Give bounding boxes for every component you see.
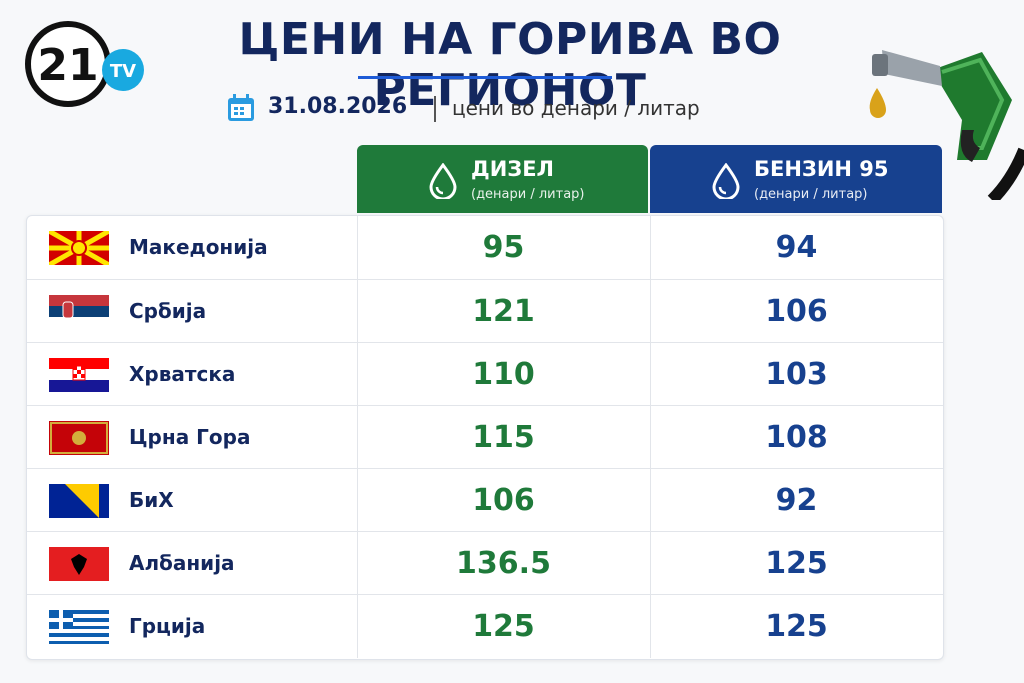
price: 108 (765, 420, 828, 455)
column-divider (650, 280, 651, 343)
flag (49, 610, 109, 644)
logo-text: 21 (37, 40, 98, 91)
flag (49, 358, 109, 392)
flag-shape (49, 358, 109, 370)
country: Албанија (129, 551, 235, 575)
table-row: Хрватска 110 103 (27, 342, 943, 406)
column-divider (650, 343, 651, 406)
flag-shape (49, 380, 109, 392)
price: 125 (472, 609, 535, 644)
flag-shape (71, 240, 87, 256)
flag-shape (49, 637, 109, 641)
price: 110 (472, 357, 535, 392)
title: ЦЕНИ НА ГОРИВА ВО РЕГИОНОТ (238, 14, 782, 116)
flag-shape (49, 618, 73, 622)
column-name: ДИЗЕЛ (471, 157, 554, 181)
table-row: Црна Гора 115 108 (27, 405, 943, 469)
column-unit: (денари / литар) (471, 187, 585, 202)
country: БиХ (129, 488, 174, 512)
flag-shape (81, 366, 85, 370)
flag-shape (49, 629, 109, 633)
price: 106 (472, 483, 535, 518)
price: 121 (472, 294, 535, 329)
flag (49, 547, 109, 581)
flag (49, 295, 109, 329)
flag-shape (49, 295, 109, 307)
flag-shape (81, 374, 85, 378)
column-divider (357, 532, 358, 595)
column-header-diesel: ДИЗЕЛ (денари / литар) (357, 145, 648, 213)
price-table: Македонија 95 94 Србија 121 106 Хрватска 110 103… (26, 215, 944, 660)
table-row: БиХ 106 92 (27, 468, 943, 532)
flag-shape (72, 431, 86, 445)
table-row: Грција 125 125 (27, 594, 943, 658)
country: Македонија (129, 235, 268, 259)
logo-badge (102, 49, 144, 91)
flag-shape (49, 317, 109, 329)
column-divider (357, 343, 358, 406)
column-divider (357, 595, 358, 658)
price: 125 (765, 546, 828, 581)
price: 95 (482, 230, 525, 265)
flag-shape (49, 306, 109, 318)
separator (434, 96, 436, 122)
flag (49, 231, 109, 265)
drop-icon (712, 163, 740, 199)
fuel-pump-icon (869, 50, 1024, 200)
price: 136.5 (456, 546, 551, 581)
subtitle: цени во денари / литар (452, 96, 700, 120)
flag-shape (65, 484, 99, 518)
country: Србија (129, 299, 207, 323)
column-divider (357, 469, 358, 532)
column-divider (650, 406, 651, 469)
table-row: Албанија 136.5 125 (27, 531, 943, 595)
country: Црна Гора (129, 425, 251, 449)
flag-shape (73, 374, 77, 378)
flag-shape (73, 366, 77, 370)
drop-icon (429, 163, 457, 199)
flag-shape (62, 301, 74, 319)
column-divider (357, 406, 358, 469)
flag-shape (49, 622, 109, 626)
country: Грција (129, 614, 206, 638)
column-divider (357, 280, 358, 343)
flag (49, 484, 109, 518)
price: 115 (472, 420, 535, 455)
flag-shape (71, 554, 87, 575)
column-divider (650, 595, 651, 658)
flag-shape (49, 614, 109, 618)
column-divider (650, 532, 651, 595)
column-divider (650, 216, 651, 279)
flag-shape (77, 370, 81, 374)
price: 125 (765, 609, 828, 644)
logo-badge-text: TV (110, 61, 136, 82)
column-header-petrol: БЕНЗИН 95 (денари / литар) (650, 145, 942, 213)
table-row: Србија 121 106 (27, 279, 943, 343)
calendar-icon (228, 94, 254, 121)
logo: 21 TV (25, 21, 144, 107)
title-underline (358, 76, 612, 79)
column-divider (357, 216, 358, 279)
flag (49, 421, 109, 455)
column-unit: (денари / литар) (754, 187, 868, 202)
price: 103 (765, 357, 828, 392)
price: 106 (765, 294, 828, 329)
column-divider (650, 469, 651, 532)
price: 94 (775, 230, 818, 265)
price: 92 (775, 483, 818, 518)
table-row: Македонија 95 94 (27, 216, 943, 279)
date: 31.08.2026 (268, 94, 408, 119)
country: Хрватска (129, 362, 236, 386)
flag-shape (50, 422, 108, 454)
column-name: БЕНЗИН 95 (754, 157, 889, 181)
